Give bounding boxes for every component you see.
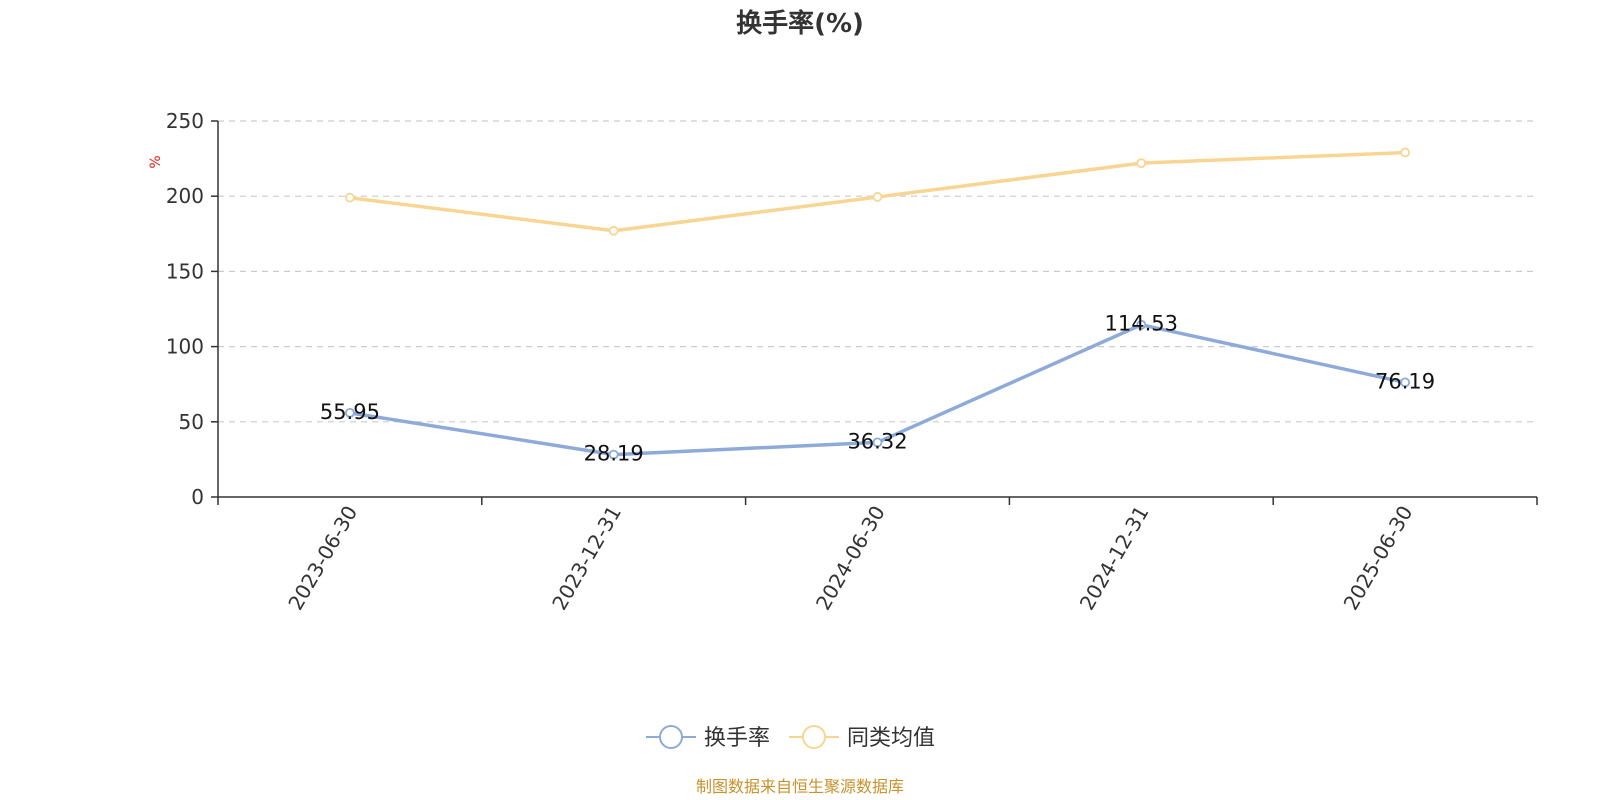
x-tick-label: 2025-06-30	[1339, 502, 1418, 615]
y-tick-label: 150	[166, 259, 204, 283]
series-point-1	[1136, 158, 1147, 169]
data-label: 55.95	[320, 400, 380, 424]
y-tick-label: 200	[166, 184, 204, 208]
source-note: 制图数据来自恒生聚源数据库	[696, 777, 904, 796]
series-group	[344, 147, 1410, 460]
y-axis-unit-label: %	[148, 155, 164, 168]
x-tick-label: 2023-12-31	[547, 502, 626, 615]
series-point-0	[872, 437, 883, 448]
data-label: 36.32	[847, 429, 907, 453]
x-tick-label: 2024-12-31	[1075, 502, 1154, 615]
series-point-1	[608, 225, 619, 236]
x-tick-label: 2023-06-30	[283, 502, 362, 615]
data-label: 114.53	[1105, 312, 1178, 336]
y-tick-label: 250	[166, 109, 204, 133]
y-tick-label: 100	[166, 335, 204, 359]
data-labels: 55.95 28.19 36.32 114.53 76.19	[320, 312, 1435, 466]
legend: 换手率 同类均值	[646, 725, 935, 751]
legend-marker	[659, 725, 683, 749]
legend-label: 换手率	[704, 726, 770, 751]
data-label: 28.19	[584, 442, 644, 466]
legend-label: 同类均值	[847, 726, 935, 751]
gridlines	[218, 120, 1537, 423]
series-point-0	[344, 407, 355, 418]
axes: 0 50 100 150 200 250 2023-06-30 2023-12-31 2024-…	[166, 109, 1538, 615]
y-tick-label: 0	[191, 485, 204, 509]
x-tick-label: 2024-06-30	[811, 502, 890, 615]
chart-title: 换手率(%)	[736, 8, 864, 39]
y-tick-label: 50	[179, 410, 204, 434]
series-line-1	[349, 150, 1406, 233]
series-point-0	[1400, 377, 1410, 388]
legend-marker	[802, 725, 826, 749]
series-point-1	[872, 192, 883, 202]
series-point-0	[1136, 319, 1147, 330]
series-point-1	[1400, 147, 1410, 158]
series-point-1	[344, 192, 355, 203]
series-point-0	[608, 449, 619, 460]
data-label: 76.19	[1375, 369, 1435, 393]
